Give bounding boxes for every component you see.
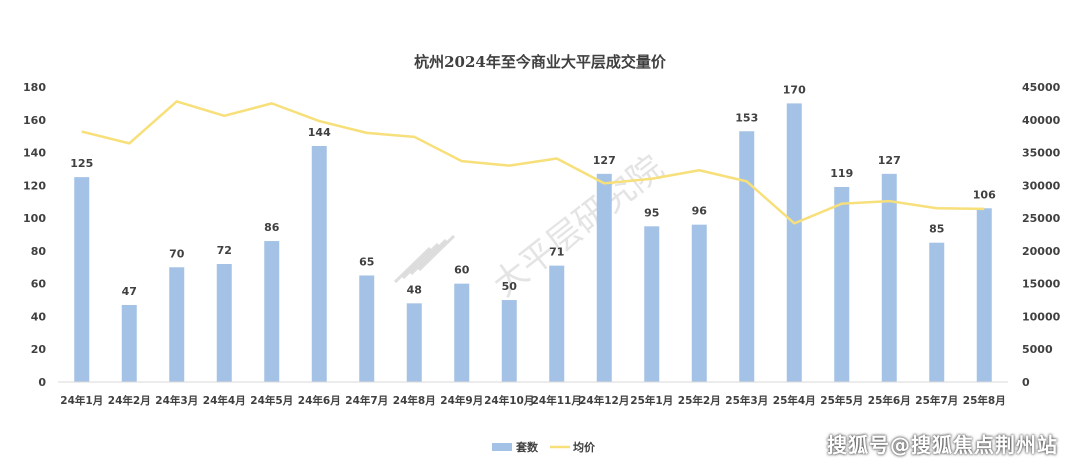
legend-label-bar: 套数 — [516, 440, 539, 454]
legend: 套数 均价 — [492, 440, 596, 454]
corner-watermark: 搜狐号@搜狐焦点荆州站 — [827, 433, 1058, 457]
bar-data-label: 153 — [735, 111, 758, 124]
x-tick-label: 24年5月 — [250, 394, 293, 407]
bar — [881, 173, 897, 382]
right-tick-label: 25000 — [1022, 212, 1061, 225]
bar — [596, 173, 612, 382]
bar — [454, 283, 470, 382]
data-labels: 125 47 70 72 86 144 65 48 60 50 71 127 95 96 153 170 119… — [70, 83, 996, 298]
bar — [169, 267, 185, 382]
right-tick-label: 35000 — [1022, 147, 1061, 160]
chart-title: 杭州2024年至今商业大平层成交量价 — [414, 53, 667, 71]
bar-data-label: 96 — [692, 205, 708, 218]
x-tick-label: 24年2月 — [108, 394, 151, 407]
bar-data-label: 144 — [308, 126, 331, 139]
left-tick-label: 180 — [23, 81, 46, 94]
x-tick-label: 25年6月 — [868, 394, 911, 407]
right-tick-label: 45000 — [1022, 81, 1061, 94]
watermark-stripe — [417, 234, 456, 272]
bar-data-label: 86 — [264, 221, 280, 234]
bar-data-label: 127 — [878, 154, 901, 167]
legend-label-line: 均价 — [573, 440, 596, 454]
x-tick-label: 24年10月 — [484, 394, 534, 407]
right-axis: 0 5000 10000 15000 20000 25000 30000 35000 40000… — [1022, 81, 1061, 389]
line-series — [81, 100, 985, 225]
right-tick-label: 0 — [1022, 376, 1030, 389]
right-tick-label: 10000 — [1022, 310, 1061, 323]
left-tick-label: 80 — [31, 245, 47, 258]
x-tick-label: 24年7月 — [345, 394, 388, 407]
right-tick-label: 30000 — [1022, 179, 1061, 192]
left-tick-label: 100 — [23, 212, 46, 225]
bar-data-label: 48 — [407, 283, 422, 296]
bar-data-label: 70 — [169, 247, 185, 260]
legend-swatch-bar — [492, 443, 512, 451]
x-tick-label: 24年1月 — [60, 394, 103, 407]
bar-data-label: 65 — [359, 255, 374, 268]
x-tick-label: 25年1月 — [630, 394, 673, 407]
bar-data-label: 72 — [217, 244, 232, 257]
bar — [834, 186, 850, 382]
x-tick-label: 24年4月 — [203, 394, 246, 407]
bar — [216, 264, 232, 382]
watermark-stripe — [393, 246, 432, 284]
bar-data-label: 119 — [830, 167, 853, 180]
bar-data-label: 71 — [549, 246, 564, 259]
right-tick-label: 20000 — [1022, 245, 1061, 258]
left-tick-label: 120 — [23, 179, 46, 192]
bar — [691, 224, 707, 382]
bar — [74, 177, 90, 382]
bar — [406, 303, 422, 382]
bar — [311, 146, 327, 382]
bar — [739, 131, 755, 382]
left-tick-label: 20 — [31, 343, 47, 356]
x-tick-label: 25年4月 — [773, 394, 816, 407]
x-tick-label: 24年11月 — [532, 394, 582, 407]
left-tick-label: 60 — [31, 278, 47, 291]
x-tick-label: 24年3月 — [155, 394, 198, 407]
x-tick-label: 25年3月 — [725, 394, 768, 407]
watermark-stripe — [409, 238, 448, 276]
x-tick-label: 25年2月 — [678, 394, 721, 407]
x-tick-label: 25年7月 — [915, 394, 958, 407]
right-tick-label: 5000 — [1022, 343, 1053, 356]
left-tick-label: 160 — [23, 114, 46, 127]
bar — [121, 304, 137, 382]
left-tick-label: 0 — [38, 376, 46, 389]
right-tick-label: 15000 — [1022, 278, 1061, 291]
watermark-stripe — [401, 242, 440, 280]
line-path — [81, 100, 985, 225]
bar — [929, 242, 945, 382]
x-tick-label: 24年8月 — [393, 394, 436, 407]
left-tick-label: 140 — [23, 147, 46, 160]
left-axis: 0 20 40 60 80 100 120 140 160 180 — [23, 81, 46, 389]
bar-data-label: 60 — [454, 264, 470, 277]
bar — [976, 208, 992, 382]
bar-data-label: 125 — [70, 157, 93, 170]
bar-data-label: 85 — [929, 223, 944, 236]
bar — [359, 275, 375, 382]
bar-series — [74, 103, 992, 382]
bar-data-label: 47 — [122, 285, 137, 298]
bar — [501, 300, 517, 382]
bar-data-label: 106 — [973, 188, 996, 201]
bar — [644, 226, 660, 382]
bar-data-label: 127 — [593, 154, 616, 167]
bar — [264, 241, 280, 382]
x-tick-label: 24年6月 — [298, 394, 341, 407]
watermark: 大平层研究院 — [393, 148, 671, 305]
left-tick-label: 40 — [31, 310, 47, 323]
x-tick-label: 24年12月 — [579, 394, 629, 407]
bar-data-label: 50 — [502, 280, 518, 293]
x-tick-label: 25年8月 — [963, 394, 1006, 407]
bar-data-label: 95 — [644, 206, 659, 219]
x-axis: 24年1月 24年2月 24年3月 24年4月 24年5月 24年6月 24年7月 24年8月… — [58, 381, 1008, 407]
x-tick-label: 24年9月 — [440, 394, 483, 407]
right-tick-label: 40000 — [1022, 114, 1061, 127]
bar-data-label: 170 — [783, 83, 806, 96]
x-tick-label: 25年5月 — [820, 394, 863, 407]
bar — [786, 103, 802, 382]
bar — [549, 265, 565, 382]
